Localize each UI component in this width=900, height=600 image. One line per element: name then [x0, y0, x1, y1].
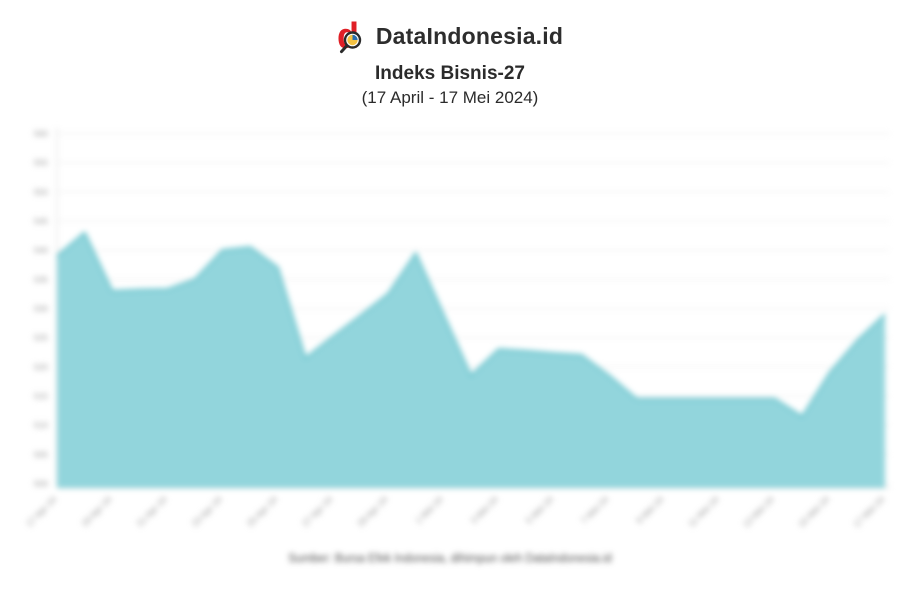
page-subtitle: (17 April - 17 Mei 2024)	[361, 88, 539, 107]
x-axis-label: 17 Mei 24	[851, 494, 886, 529]
y-axis-label: 545	[34, 216, 48, 226]
area-series	[57, 232, 885, 488]
y-axis-label: 525	[34, 333, 48, 343]
y-axis-label: 540	[34, 245, 48, 255]
x-axis-label: 7 Mei 24	[579, 494, 610, 525]
x-axis-label: 3 Mei 24	[469, 494, 500, 525]
chart-region: 560 555 550 545 540 535 530 525 520 515 510 505 500 1…	[0, 118, 900, 600]
y-axis-label: 530	[34, 303, 48, 313]
y-axis-label: 505	[34, 449, 48, 459]
y-axis-label: 550	[34, 187, 48, 197]
y-axis-label: 555	[34, 158, 48, 168]
y-axis-label: 520	[34, 362, 48, 372]
x-axis-label: 15 Mei 24	[796, 494, 831, 529]
x-axis-label: 29 Apr 24	[355, 494, 389, 528]
header: d DataIndonesia.id Indeks Bisnis-27 (17 …	[0, 0, 900, 108]
x-axis-label: 19 Apr 24	[79, 494, 113, 528]
x-axis-label: 11 Mei 24	[686, 494, 721, 529]
y-axis-label: 560	[34, 129, 48, 139]
x-axis-label: 5 Mei 24	[524, 494, 555, 525]
x-axis-label: 25 Apr 24	[245, 494, 279, 528]
x-axis-label: 23 Apr 24	[190, 494, 224, 528]
y-axis-label: 515	[34, 391, 48, 401]
x-axis-label: 17 Apr 24	[24, 494, 58, 528]
x-axis-label: 9 Mei 24	[634, 494, 665, 525]
x-axis-label: 21 Apr 24	[134, 494, 168, 528]
y-axis-label: 500	[34, 478, 48, 488]
x-axis-label: 1 Mei 24	[413, 494, 444, 525]
brand-name: DataIndonesia.id	[375, 22, 564, 49]
dataindonesia-logo-icon: d	[337, 18, 362, 54]
area-chart: 560 555 550 545 540 535 530 525 520 515 510 505 500 1…	[24, 127, 890, 529]
brand-row: d DataIndonesia.id	[0, 16, 900, 56]
x-axis-label: 27 Apr 24	[300, 494, 334, 528]
y-axis-label: 535	[34, 274, 48, 284]
page-title: Indeks Bisnis-27	[375, 63, 525, 84]
series-line	[56, 231, 886, 418]
y-axis-label: 510	[34, 420, 48, 430]
source-text: Sumber: Bursa Efek Indonesia, dihimpun o…	[288, 553, 612, 565]
x-axis-label: 13 Mei 24	[741, 494, 776, 529]
